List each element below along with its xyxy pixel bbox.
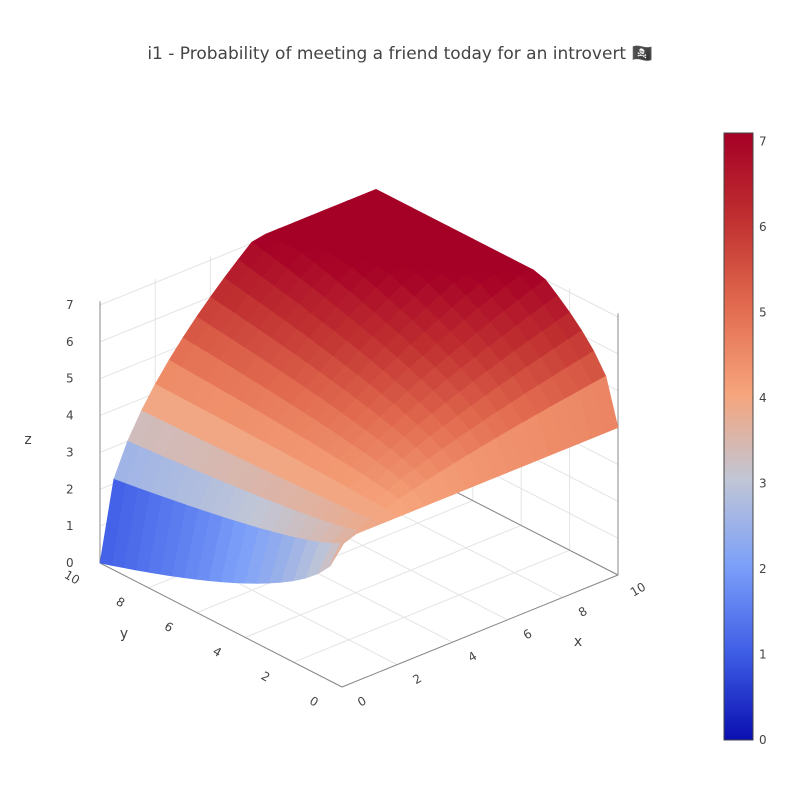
z-tick-label: 0 (66, 556, 74, 570)
y-tick-label: 8 (114, 594, 128, 610)
colorbar-tick-label: 2 (759, 562, 767, 576)
z-tick-label: 3 (66, 445, 74, 459)
colorbar-tick-label: 0 (759, 733, 767, 747)
z-tick-label: 5 (66, 372, 74, 386)
z-axis-label: z (24, 432, 31, 448)
colorbar-tick-label: 5 (759, 306, 767, 320)
y-tick-label: 6 (162, 619, 176, 635)
z-tick-label: 1 (66, 519, 74, 533)
colorbar-tick-label: 3 (759, 477, 767, 491)
x-tick-label: 2 (410, 671, 424, 687)
surface-cell (329, 533, 356, 567)
surface-mesh (99, 188, 619, 584)
x-axis-label: x (574, 634, 582, 650)
x-tick-label: 6 (521, 626, 535, 642)
colorbar-tick-label: 6 (759, 220, 767, 234)
axis-edge (341, 574, 619, 688)
colorbar: 0 1 2 3 4 5 6 7 (723, 132, 767, 747)
floor-gridline-y (245, 524, 522, 638)
z-tick-label: 6 (66, 335, 74, 349)
z-tick-label: 7 (66, 298, 74, 312)
floor-gridline-y (293, 549, 570, 663)
x-tick-label: 0 (355, 694, 369, 710)
x-tick-label: 4 (466, 649, 480, 665)
y-tick-label: 2 (259, 669, 273, 685)
z-tick-label: 2 (66, 482, 74, 496)
y-tick-label: 0 (307, 694, 321, 710)
axis-edge (99, 562, 343, 688)
chart-title: i1 - Probability of meeting a friend tod… (147, 44, 653, 64)
y-tick-label: 10 (62, 568, 82, 588)
y-tick-label: 4 (210, 644, 224, 660)
z-tick-label: 4 (66, 409, 74, 423)
colorbar-tick-label: 1 (759, 648, 767, 662)
colorbar-tick-label: 7 (759, 135, 767, 149)
colorbar-gradient (723, 132, 754, 741)
colorbar-tick-label: 4 (759, 391, 767, 405)
x-tick-label: 10 (628, 580, 648, 600)
y-axis-label: y (120, 626, 128, 642)
x-tick-label: 8 (576, 604, 590, 620)
